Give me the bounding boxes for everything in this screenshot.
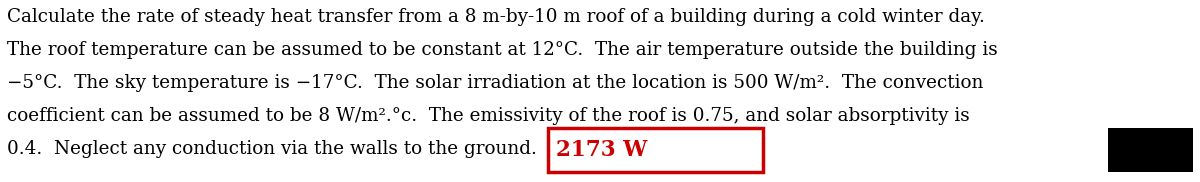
Bar <box>548 128 763 172</box>
Text: The roof temperature can be assumed to be constant at 12°C.  The air temperature: The roof temperature can be assumed to b… <box>7 41 997 59</box>
Text: 2173 W: 2173 W <box>556 139 647 161</box>
Text: −5°C.  The sky temperature is −17°C.  The solar irradiation at the location is 5: −5°C. The sky temperature is −17°C. The … <box>7 74 983 92</box>
Text: coefficient can be assumed to be 8 W/m².°c.  The emissivity of the roof is 0.75,: coefficient can be assumed to be 8 W/m².… <box>7 107 970 125</box>
Bar <box>1108 128 1193 172</box>
Text: Calculate the rate of steady heat transfer from a 8 m-by-10 m roof of a building: Calculate the rate of steady heat transf… <box>7 8 985 26</box>
Text: 0.4.  Neglect any conduction via the walls to the ground.: 0.4. Neglect any conduction via the wall… <box>7 140 536 158</box>
